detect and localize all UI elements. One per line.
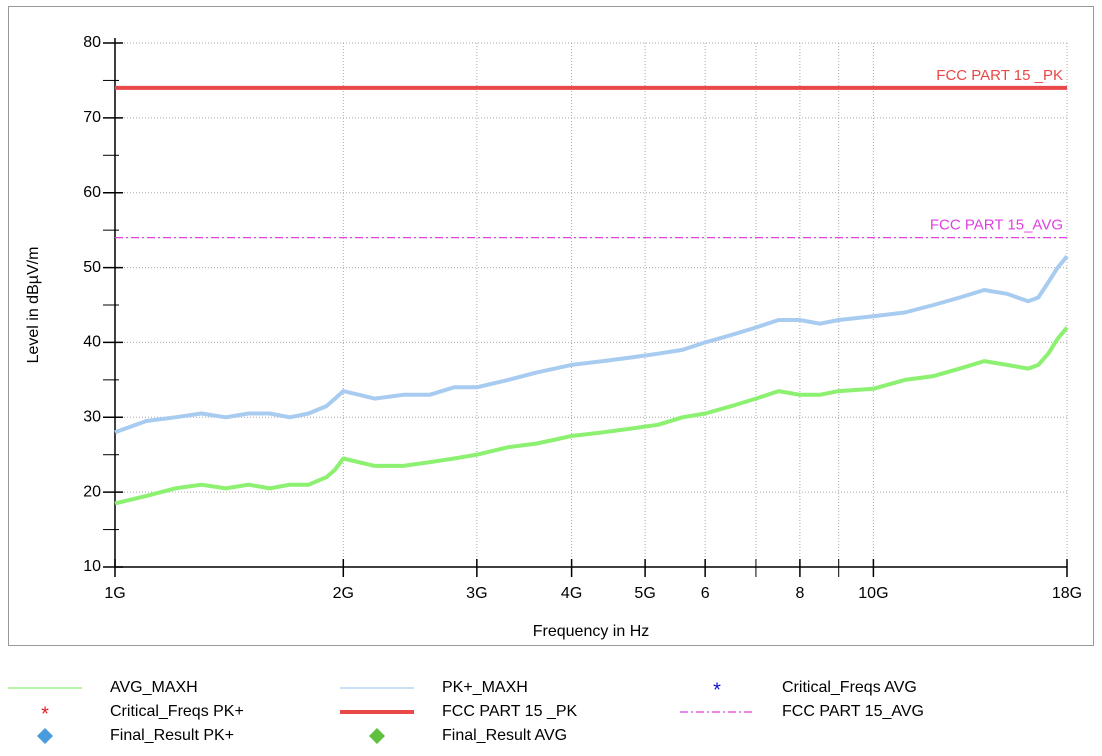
legend-label: AVG_MAXH <box>110 679 198 696</box>
y-tick-label: 70 <box>83 109 101 126</box>
x-tick-label: 4G <box>561 585 582 602</box>
x-tick-label: 6 <box>701 585 710 602</box>
chart-frame <box>8 6 1094 646</box>
legend-label: Critical_Freqs PK+ <box>110 703 244 720</box>
y-tick-label: 40 <box>83 334 101 351</box>
y-tick-label: 60 <box>83 184 101 201</box>
legend-label: Final_Result PK+ <box>110 727 234 744</box>
x-tick-label: 2G <box>333 585 354 602</box>
y-axis-label: Level in dBµV/m <box>25 247 42 364</box>
legend-symbol: * <box>713 679 721 701</box>
legend-label: Critical_Freqs AVG <box>782 679 917 696</box>
x-tick-label: 10G <box>858 585 888 602</box>
series-line <box>114 326 1069 506</box>
y-tick-label: 80 <box>83 34 101 51</box>
y-tick-label: 20 <box>83 483 101 500</box>
legend-label: Final_Result AVG <box>442 727 567 744</box>
x-axis-label: Frequency in Hz <box>533 623 650 640</box>
y-tick-label: 30 <box>83 409 101 426</box>
legend-label: FCC PART 15 _PK <box>442 703 577 720</box>
series-line <box>114 255 1069 435</box>
legend-label: FCC PART 15_AVG <box>782 703 924 720</box>
limit-label: FCC PART 15 _PK <box>936 67 1063 84</box>
y-tick-label: 50 <box>83 259 101 276</box>
x-tick-label: 8 <box>795 585 804 602</box>
x-tick-label: 1G <box>104 585 125 602</box>
legend-label: PK+_MAXH <box>442 679 528 696</box>
legend-symbol <box>369 728 385 744</box>
x-tick-label: 18G <box>1052 585 1082 602</box>
legend-symbol <box>37 728 53 744</box>
legend-symbol: * <box>41 703 49 725</box>
y-tick-label: 10 <box>83 558 101 575</box>
limit-label: FCC PART 15_AVG <box>930 217 1063 234</box>
x-tick-label: 5G <box>634 585 655 602</box>
x-tick-label: 3G <box>466 585 487 602</box>
